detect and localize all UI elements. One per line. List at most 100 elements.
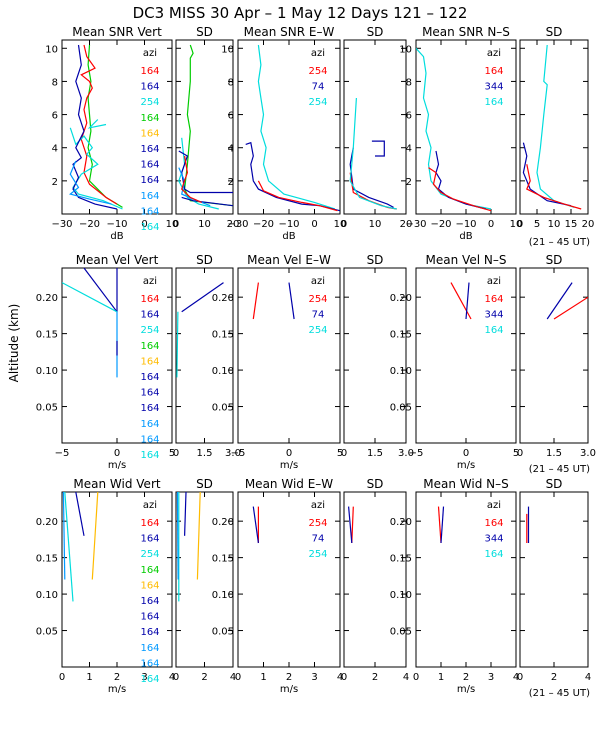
y-tick-label: 4 [52,144,58,155]
x-tick-label: 20 [227,219,240,230]
panel-title: Mean SNR Vert [72,25,162,39]
legend-entry: 164 [140,403,159,414]
legend-header: azi [143,500,157,511]
legend-entry: 164 [140,388,159,399]
series-line [257,180,338,212]
x-tick-label: 1 [86,672,92,683]
series-line [183,44,233,207]
x-tick-label: 0 [341,672,347,683]
x-tick-label: 10 [510,219,523,230]
legend-entry: 164 [140,191,159,202]
legend-entry: 164 [140,565,159,576]
series-line [252,506,259,544]
y-tick-label: 0.20 [36,517,58,528]
x-tick-label: 3.0 [225,448,241,459]
legend-header: azi [311,276,325,287]
series-line [80,44,118,205]
series-line [416,47,492,210]
series-group [245,44,340,212]
x-tick-label: −5 [55,448,70,459]
series-group [68,44,123,210]
series-group [348,506,354,544]
y-tick-label: 0.20 [36,293,58,304]
x-tick-label: −10 [106,219,127,230]
series-line [257,44,336,210]
series-line [181,155,202,203]
series-line [522,142,572,207]
series-line [553,296,588,320]
panel-title: SD [196,25,213,39]
legend-header: azi [311,48,325,59]
series-line [536,44,575,208]
panel-15: SD 0 2 4 [341,477,409,683]
panel-3: SD 0 10 20 [341,25,413,230]
legend-entry: 254 [308,518,327,529]
x-tick-label: 2 [463,672,469,683]
series-line [526,164,582,210]
legend-entry: 164 [140,534,159,545]
series-line [68,160,112,205]
y-tick-label: 2 [406,177,412,188]
y-tick-label: 0.20 [212,293,234,304]
legend-header: azi [143,276,157,287]
x-tick-label: 0 [517,448,523,459]
panel-5: SD 0 5 10 15 20 [517,25,595,230]
x-tick-label: 0 [341,448,347,459]
legend-entry: 164 [140,66,159,77]
series-line [437,506,442,544]
y-tick-label: 0.15 [390,330,412,341]
legend-entry: 254 [308,549,327,560]
x-tick-label: −20 [253,219,274,230]
series-line [64,492,74,602]
series-group [252,282,295,320]
series-line [245,141,340,212]
panel-8: Mean Vel E–W −5 0 5 0.05 0.10 0.15 0.20 m/s azi 25… [212,253,343,471]
panel-frame [519,491,589,668]
panel-2: Mean SNR E–W−30 −20 −10 0 10246810dBazi25474… [221,25,346,242]
legend-entry: 164 [140,294,159,305]
legend-entry: 254 [140,549,159,560]
x-tick-label: 0 [59,672,65,683]
y-tick-label: 0.05 [390,403,412,414]
y-tick-label: 6 [406,111,412,122]
legend-header: azi [487,48,501,59]
series-line [181,282,224,313]
x-axis-label: m/s [280,684,298,695]
panels: Mean SNR Vert−30 −20 −10 0 10246810dBazi1641… [36,25,596,695]
x-tick-label: 3 [488,672,494,683]
series-line [69,127,123,210]
y-tick-label: 0.15 [212,554,234,565]
x-tick-label: 10 [166,219,179,230]
x-tick-label: −30 [227,219,248,230]
series-line [87,119,107,129]
panel-17: SD 0 2 4 [517,477,591,683]
legend-entry: 344 [484,310,503,321]
series-line [178,167,211,207]
series-group [176,492,201,602]
legend-entry: 164 [140,643,159,654]
panel-title: SD [367,477,384,491]
x-tick-label: 4 [230,672,236,683]
x-tick-label: 2 [551,672,557,683]
x-tick-label: 5 [337,448,343,459]
panel-10: Mean Vel N–S −5 0 5 0.05 0.10 0.15 0.20 m/s azi 16… [390,253,519,471]
series-group [546,282,588,320]
series-line [428,167,492,212]
panel-title: SD [546,477,563,491]
series-line [91,492,99,580]
x-axis-label: dB [282,231,295,242]
x-tick-label: −10 [278,219,299,230]
x-tick-label: −5 [231,448,246,459]
y-tick-label: 4 [406,144,412,155]
series-group [450,282,472,320]
x-tick-label: 20 [400,219,413,230]
legend-entry: 164 [140,206,159,217]
legend-entry: 164 [140,450,159,461]
x-tick-label: 0 [517,219,523,230]
x-tick-label: 0 [463,448,469,459]
series-group [437,506,445,544]
legend-entry: 164 [484,66,503,77]
series-line [181,196,233,207]
legend-header: azi [487,500,501,511]
legend-entry: 254 [308,97,327,108]
